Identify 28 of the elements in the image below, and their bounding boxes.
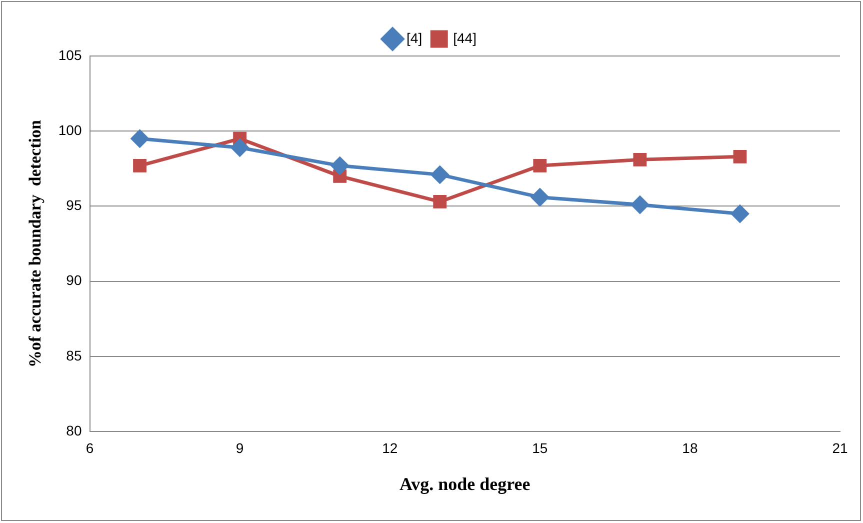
point [231, 138, 249, 156]
y-tick-label: 95 [66, 197, 82, 214]
y-tick-label: 85 [66, 347, 82, 364]
y-tick-label: 80 [66, 422, 82, 438]
legend-label: [4] [406, 30, 422, 46]
x-tick-label: 12 [382, 440, 398, 456]
y-tick-label: 105 [58, 46, 82, 63]
point [631, 196, 649, 214]
point [731, 205, 749, 222]
x-tick-label: 21 [832, 440, 848, 456]
point [131, 130, 149, 148]
point [433, 195, 447, 208]
point [431, 166, 449, 184]
y-tick-label: 100 [58, 122, 82, 138]
x-axis-title: Avg. node degree [399, 474, 530, 494]
point [531, 188, 549, 206]
point [533, 158, 547, 172]
x-tick-label: 6 [86, 440, 94, 456]
x-tick-label: 9 [236, 440, 244, 456]
point [133, 158, 146, 172]
point [633, 152, 647, 166]
x-tick-label: 18 [682, 440, 698, 456]
y-tick-label: 90 [66, 272, 82, 288]
legend-label: [44] [453, 30, 476, 46]
point [733, 150, 747, 164]
x-tick-label: 15 [532, 440, 548, 456]
point [331, 156, 349, 174]
y-axis-title: %of accurate boundary detection [26, 120, 45, 368]
